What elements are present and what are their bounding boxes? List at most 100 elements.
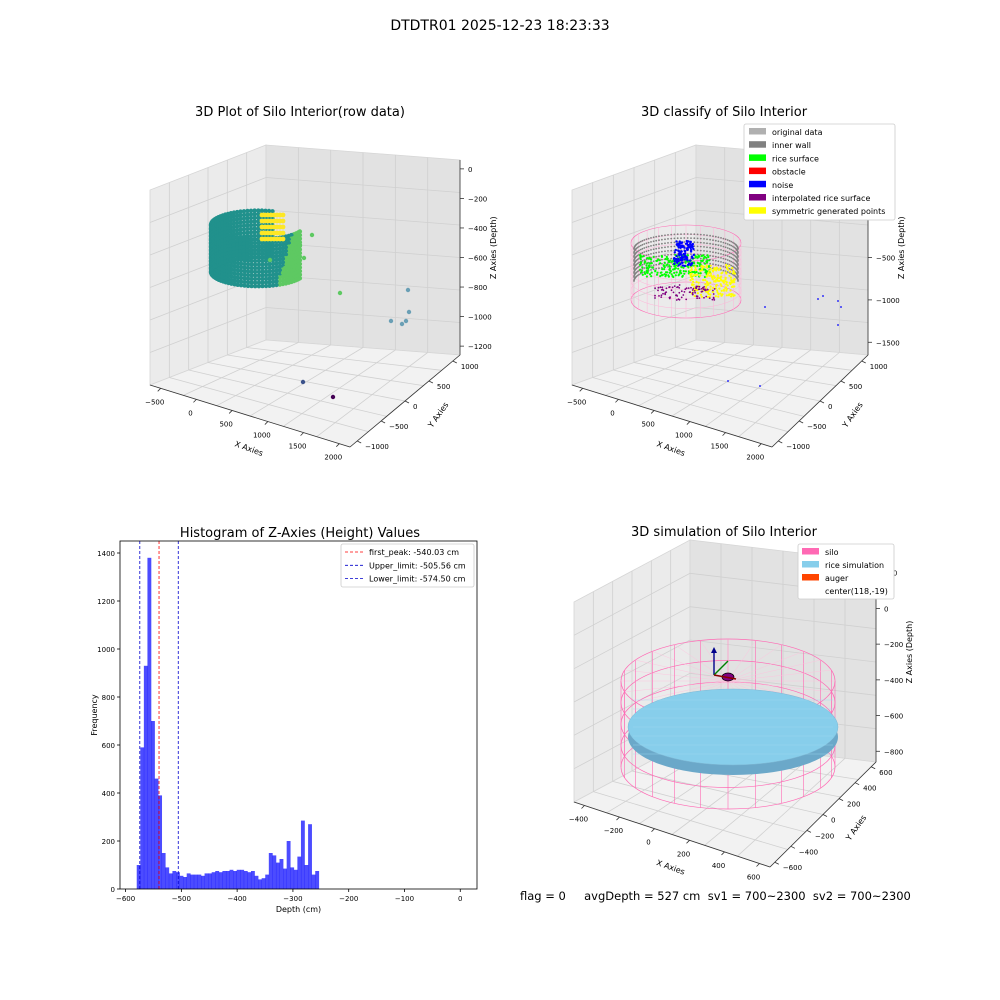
cls-sym-point bbox=[724, 277, 727, 281]
cls-wall-point bbox=[709, 254, 711, 257]
histogram-bar bbox=[250, 871, 255, 889]
cls-wall-point bbox=[699, 237, 702, 240]
raw-point bbox=[263, 276, 269, 281]
raw-point bbox=[260, 276, 265, 282]
cls-legend-swatch bbox=[749, 141, 766, 148]
cls-legend-box bbox=[743, 123, 896, 221]
raw-point bbox=[399, 321, 405, 327]
raw-point bbox=[280, 270, 286, 276]
cls-sym-point bbox=[699, 293, 702, 296]
cls-rice-point bbox=[660, 255, 664, 258]
raw-x-tick bbox=[264, 421, 269, 425]
cls-wall-point bbox=[712, 235, 714, 238]
raw-point bbox=[266, 244, 272, 250]
raw-point bbox=[248, 241, 254, 246]
cls-wall-point bbox=[693, 241, 696, 244]
histogram-legend-box bbox=[340, 543, 475, 588]
sim-y-tick bbox=[806, 830, 812, 833]
cls-sym-point bbox=[692, 280, 695, 283]
raw-z-tick-label: −200 bbox=[468, 195, 487, 203]
raw-point bbox=[277, 282, 282, 287]
raw-point bbox=[259, 240, 265, 246]
cls-sym-point bbox=[689, 279, 692, 282]
raw-point bbox=[270, 252, 275, 257]
cls-sym-point bbox=[708, 269, 711, 272]
raw-point bbox=[256, 262, 262, 267]
raw-point bbox=[235, 209, 240, 215]
raw-point bbox=[297, 242, 303, 248]
cls-wall-point bbox=[643, 243, 646, 245]
cls-sym-point bbox=[719, 277, 722, 280]
raw-point bbox=[238, 234, 243, 239]
raw-point bbox=[270, 268, 276, 274]
cls-sym-point bbox=[713, 276, 716, 279]
cls-wall-point bbox=[732, 265, 734, 268]
cls-wall-point bbox=[636, 246, 639, 249]
cls-noise-point bbox=[764, 306, 766, 308]
cls-wall-point bbox=[696, 237, 699, 240]
raw-point bbox=[249, 273, 254, 278]
cls-wall-point bbox=[722, 269, 725, 272]
histogram-bar bbox=[151, 721, 155, 889]
cls-rice-point bbox=[640, 269, 644, 272]
raw-point bbox=[245, 283, 251, 289]
cls-rice-point bbox=[699, 272, 702, 275]
raw-x-axis-line bbox=[149, 384, 351, 448]
raw-x-tick-label: 0 bbox=[188, 409, 192, 417]
cls-sym-point bbox=[719, 283, 722, 286]
cls-rice-point bbox=[664, 271, 668, 274]
raw-point bbox=[252, 222, 257, 228]
raw-point bbox=[238, 279, 244, 284]
raw-point bbox=[267, 272, 272, 278]
raw-point bbox=[266, 208, 272, 214]
sim-silo-wire bbox=[727, 644, 782, 682]
cls-wall-point bbox=[722, 241, 725, 244]
cls-interp-point bbox=[700, 287, 703, 290]
raw-point bbox=[245, 212, 250, 217]
cls-rice-point bbox=[655, 273, 659, 276]
cls-z-axis-label: Z Axies (Depth) bbox=[897, 216, 906, 279]
cls-sym-point bbox=[725, 288, 728, 291]
raw-point bbox=[274, 254, 279, 259]
sim-y-axis-label: Y Axies bbox=[844, 813, 869, 843]
cls-sym-point bbox=[733, 272, 736, 275]
cls-rice-point bbox=[646, 270, 649, 273]
raw-point bbox=[241, 255, 247, 261]
cls-wall-point bbox=[676, 237, 679, 240]
raw-point bbox=[274, 279, 279, 284]
raw-point bbox=[267, 257, 273, 263]
raw-y-tick-label: 0 bbox=[413, 403, 417, 411]
histogram-legend-label: first_peak: -540.03 cm bbox=[369, 548, 459, 557]
cls-wall-point bbox=[714, 255, 717, 258]
cls-wall-point bbox=[676, 233, 679, 236]
cls-wall-point bbox=[728, 267, 731, 270]
cls-legend-swatch bbox=[749, 167, 766, 175]
raw-point bbox=[266, 248, 272, 253]
raw-point bbox=[277, 264, 282, 269]
raw-point bbox=[242, 261, 247, 267]
raw-point bbox=[256, 269, 262, 274]
raw-point bbox=[267, 262, 272, 267]
cls-interp-point bbox=[695, 287, 698, 290]
cls-x-tick bbox=[579, 388, 583, 392]
cls-rice-point bbox=[656, 271, 659, 274]
cls-sym-point bbox=[714, 295, 717, 298]
cls-grid bbox=[592, 377, 789, 433]
cls-wall-point bbox=[726, 263, 729, 265]
cls-wall-point bbox=[655, 267, 658, 270]
histogram-bar bbox=[204, 873, 209, 889]
raw-point bbox=[242, 276, 247, 281]
cls-interp-point bbox=[711, 298, 714, 301]
cls-rice-point bbox=[667, 275, 670, 278]
cls-sym-point bbox=[718, 279, 721, 283]
cls-wall-point bbox=[655, 235, 658, 238]
cls-wall-point bbox=[717, 248, 720, 251]
sim-y-tick bbox=[871, 766, 876, 770]
histogram-y-tick-label: 800 bbox=[102, 694, 115, 702]
histogram-bar bbox=[308, 824, 312, 889]
raw-point bbox=[242, 269, 247, 274]
cls-wall-point bbox=[724, 250, 727, 253]
cls-wall-point bbox=[696, 241, 699, 244]
raw-point bbox=[235, 256, 240, 262]
raw-x-tick bbox=[336, 443, 340, 447]
